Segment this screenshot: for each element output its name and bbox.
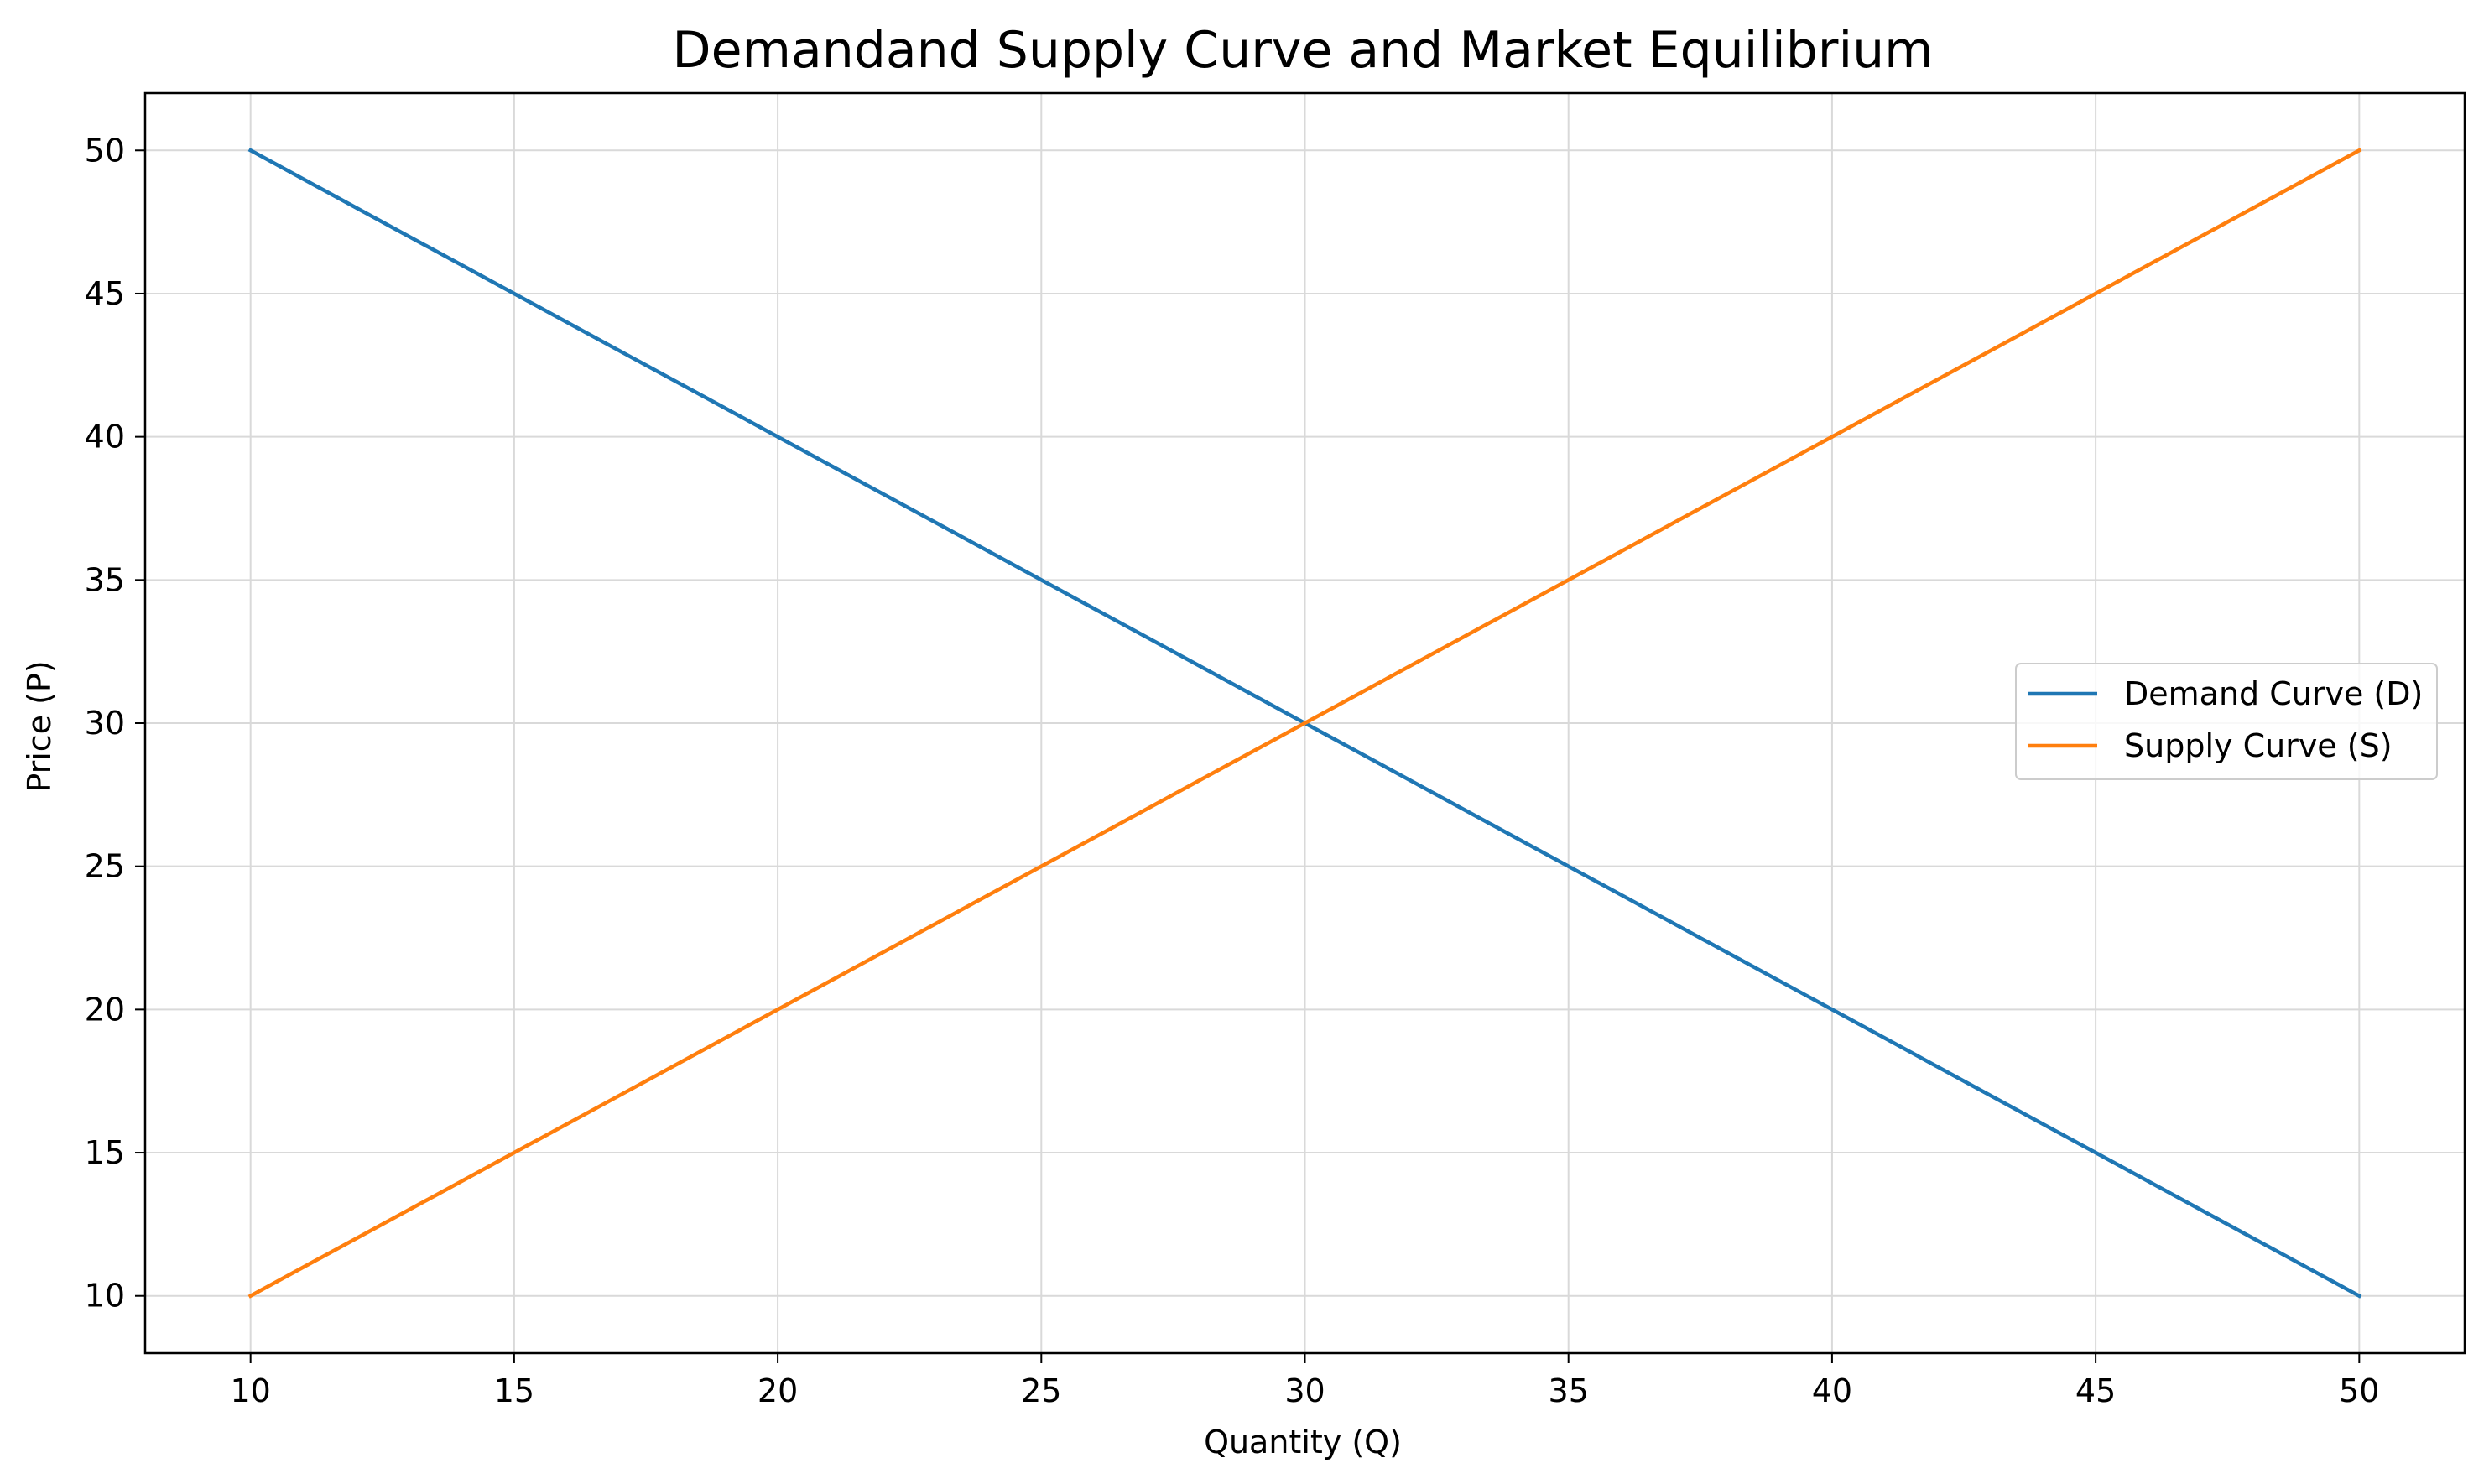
x-tick-label: 10 — [231, 1372, 271, 1409]
x-tick-label: 25 — [1021, 1372, 1061, 1409]
x-tick-label: 20 — [758, 1372, 798, 1409]
legend-label-demand: Demand Curve (D) — [2124, 675, 2423, 712]
plot-area — [247, 148, 2362, 1299]
supply-curve-line — [247, 148, 2362, 1299]
y-tick-label: 50 — [85, 132, 125, 169]
y-tick-label: 20 — [85, 991, 125, 1028]
y-tick-label: 30 — [85, 705, 125, 742]
chart-title: Demandand Supply Curve and Market Equili… — [672, 21, 1933, 80]
x-tick-label: 45 — [2075, 1372, 2116, 1409]
y-tick-label: 25 — [85, 848, 125, 885]
legend-box — [2015, 663, 2438, 780]
x-tick-label: 50 — [2339, 1372, 2379, 1409]
x-tick-label: 40 — [1812, 1372, 1852, 1409]
y-axis: 10 15 20 25 30 35 40 45 50 — [85, 132, 145, 1315]
x-tick-label: 15 — [494, 1372, 534, 1409]
x-tick-label: 30 — [1284, 1372, 1325, 1409]
y-tick-label: 35 — [85, 561, 125, 598]
x-tick-label: 35 — [1549, 1372, 1589, 1409]
legend-label-supply: Supply Curve (S) — [2124, 727, 2393, 764]
y-tick-label: 10 — [85, 1278, 125, 1315]
x-axis-label: Quantity (Q) — [1204, 1424, 1402, 1461]
y-tick-label: 45 — [85, 275, 125, 312]
y-tick-label: 40 — [85, 419, 125, 456]
legend: Demand Curve (D) Supply Curve (S) — [2015, 663, 2438, 780]
x-axis: 10 15 20 25 30 35 40 45 50 — [231, 1353, 2379, 1409]
y-tick-label: 15 — [85, 1134, 125, 1171]
y-axis-label: Price (P) — [21, 660, 58, 792]
